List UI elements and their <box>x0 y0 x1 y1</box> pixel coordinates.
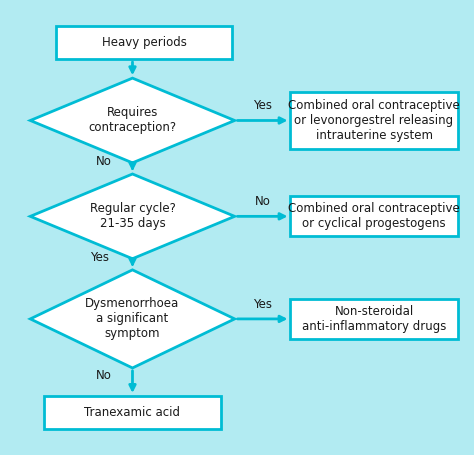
Text: Yes: Yes <box>90 251 109 264</box>
FancyBboxPatch shape <box>291 196 457 237</box>
FancyBboxPatch shape <box>44 396 221 429</box>
Text: No: No <box>96 369 111 382</box>
Text: Yes: Yes <box>253 298 272 311</box>
Polygon shape <box>30 78 235 163</box>
Polygon shape <box>30 174 235 259</box>
FancyBboxPatch shape <box>291 91 457 149</box>
Text: No: No <box>96 156 111 168</box>
Text: Yes: Yes <box>253 100 272 112</box>
FancyBboxPatch shape <box>56 26 232 59</box>
Polygon shape <box>30 270 235 368</box>
Text: Dysmenorrhoea
a significant
symptom: Dysmenorrhoea a significant symptom <box>85 298 180 340</box>
FancyBboxPatch shape <box>291 299 457 339</box>
Text: Combined oral contraceptive
or cyclical progestogens: Combined oral contraceptive or cyclical … <box>288 202 460 230</box>
Text: Regular cycle?
21-35 days: Regular cycle? 21-35 days <box>90 202 175 230</box>
Text: No: No <box>255 195 271 208</box>
Text: Requires
contraception?: Requires contraception? <box>89 106 176 135</box>
Text: Tranexamic acid: Tranexamic acid <box>84 406 181 419</box>
Text: Combined oral contraceptive
or levonorgestrel releasing
intrauterine system: Combined oral contraceptive or levonorge… <box>288 99 460 142</box>
Text: Non-steroidal
anti-inflammatory drugs: Non-steroidal anti-inflammatory drugs <box>302 305 446 333</box>
Text: Heavy periods: Heavy periods <box>101 36 187 49</box>
